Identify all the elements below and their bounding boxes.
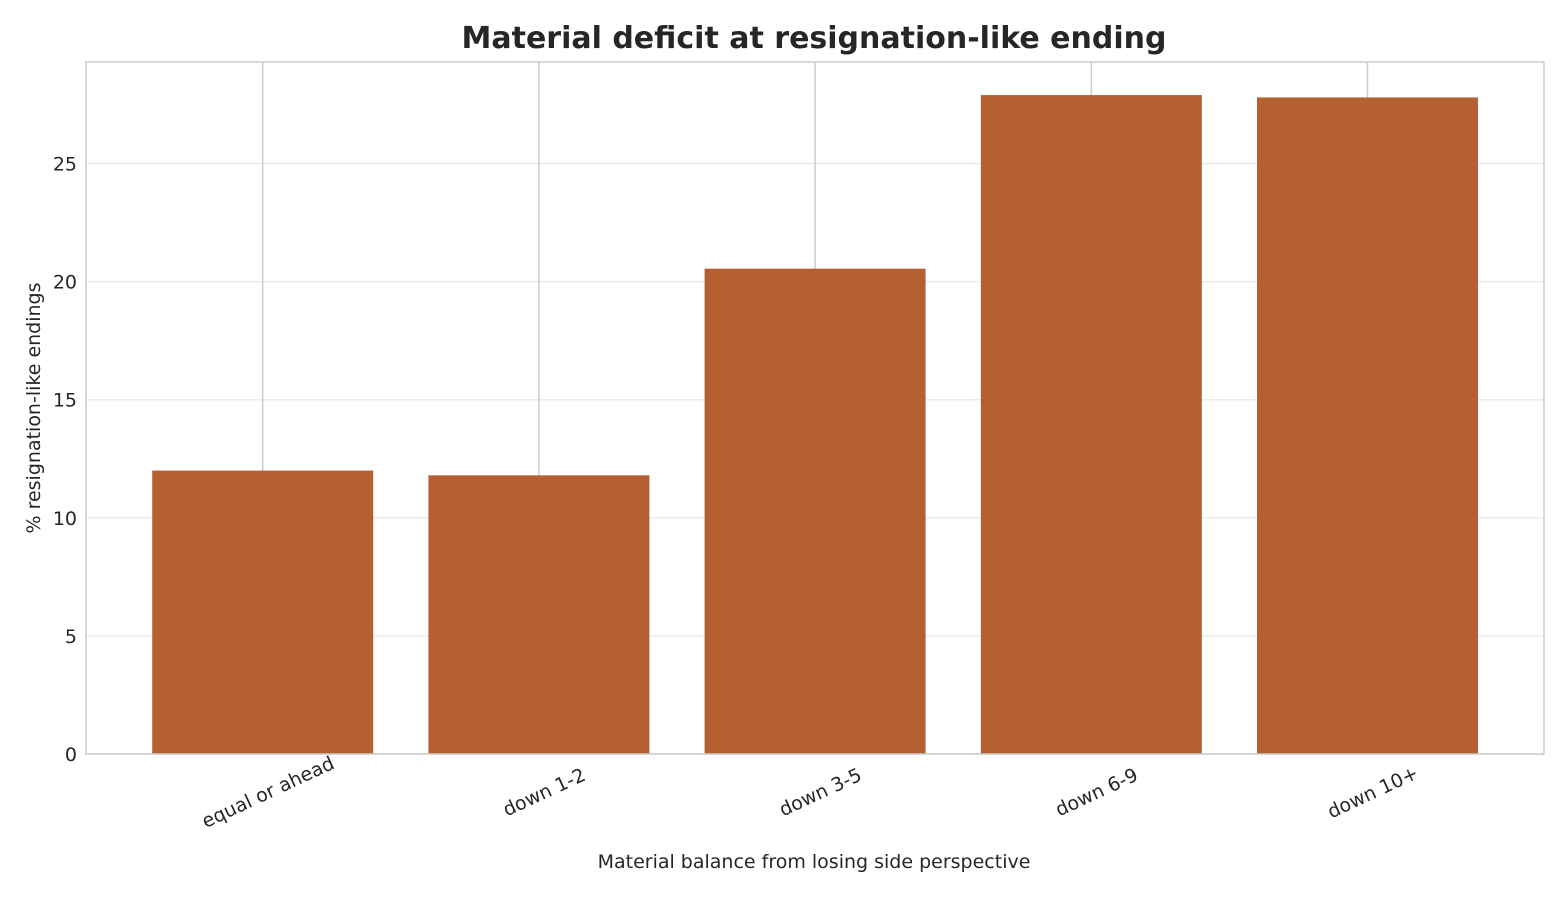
y-axis-label: % resignation-like endings <box>23 282 45 533</box>
plot-frame <box>85 61 1545 755</box>
bar-down-1-2 <box>428 475 650 754</box>
chart-title: Material deficit at resignation-like end… <box>462 21 1167 56</box>
x-tick-label: down 10+ <box>1324 762 1422 823</box>
x-axis-label: Material balance from losing side perspe… <box>598 851 1031 873</box>
x-tick-label: down 1-2 <box>500 764 589 821</box>
bar-down-10- <box>1257 97 1478 754</box>
x-tick-label: down 6-9 <box>1052 764 1141 821</box>
bars <box>152 95 1478 755</box>
x-tick-label: down 3-5 <box>776 764 865 821</box>
y-tick-label: 25 <box>53 154 77 176</box>
y-tick-label: 15 <box>53 390 77 412</box>
x-axis-ticks: equal or ahead down 1-2 down 3-5 down 6-9 do… <box>199 752 1422 833</box>
bar-equal-or-ahead <box>152 470 374 754</box>
y-axis-ticks: 0 5 10 15 20 25 <box>53 154 77 766</box>
bar-down-3-5 <box>704 268 926 754</box>
y-tick-label: 0 <box>65 744 77 766</box>
bar-down-6-9 <box>980 95 1202 755</box>
y-tick-label: 10 <box>53 508 77 530</box>
y-tick-label: 5 <box>65 626 77 648</box>
y-tick-label: 20 <box>53 272 77 294</box>
x-tick-label: equal or ahead <box>199 752 338 833</box>
